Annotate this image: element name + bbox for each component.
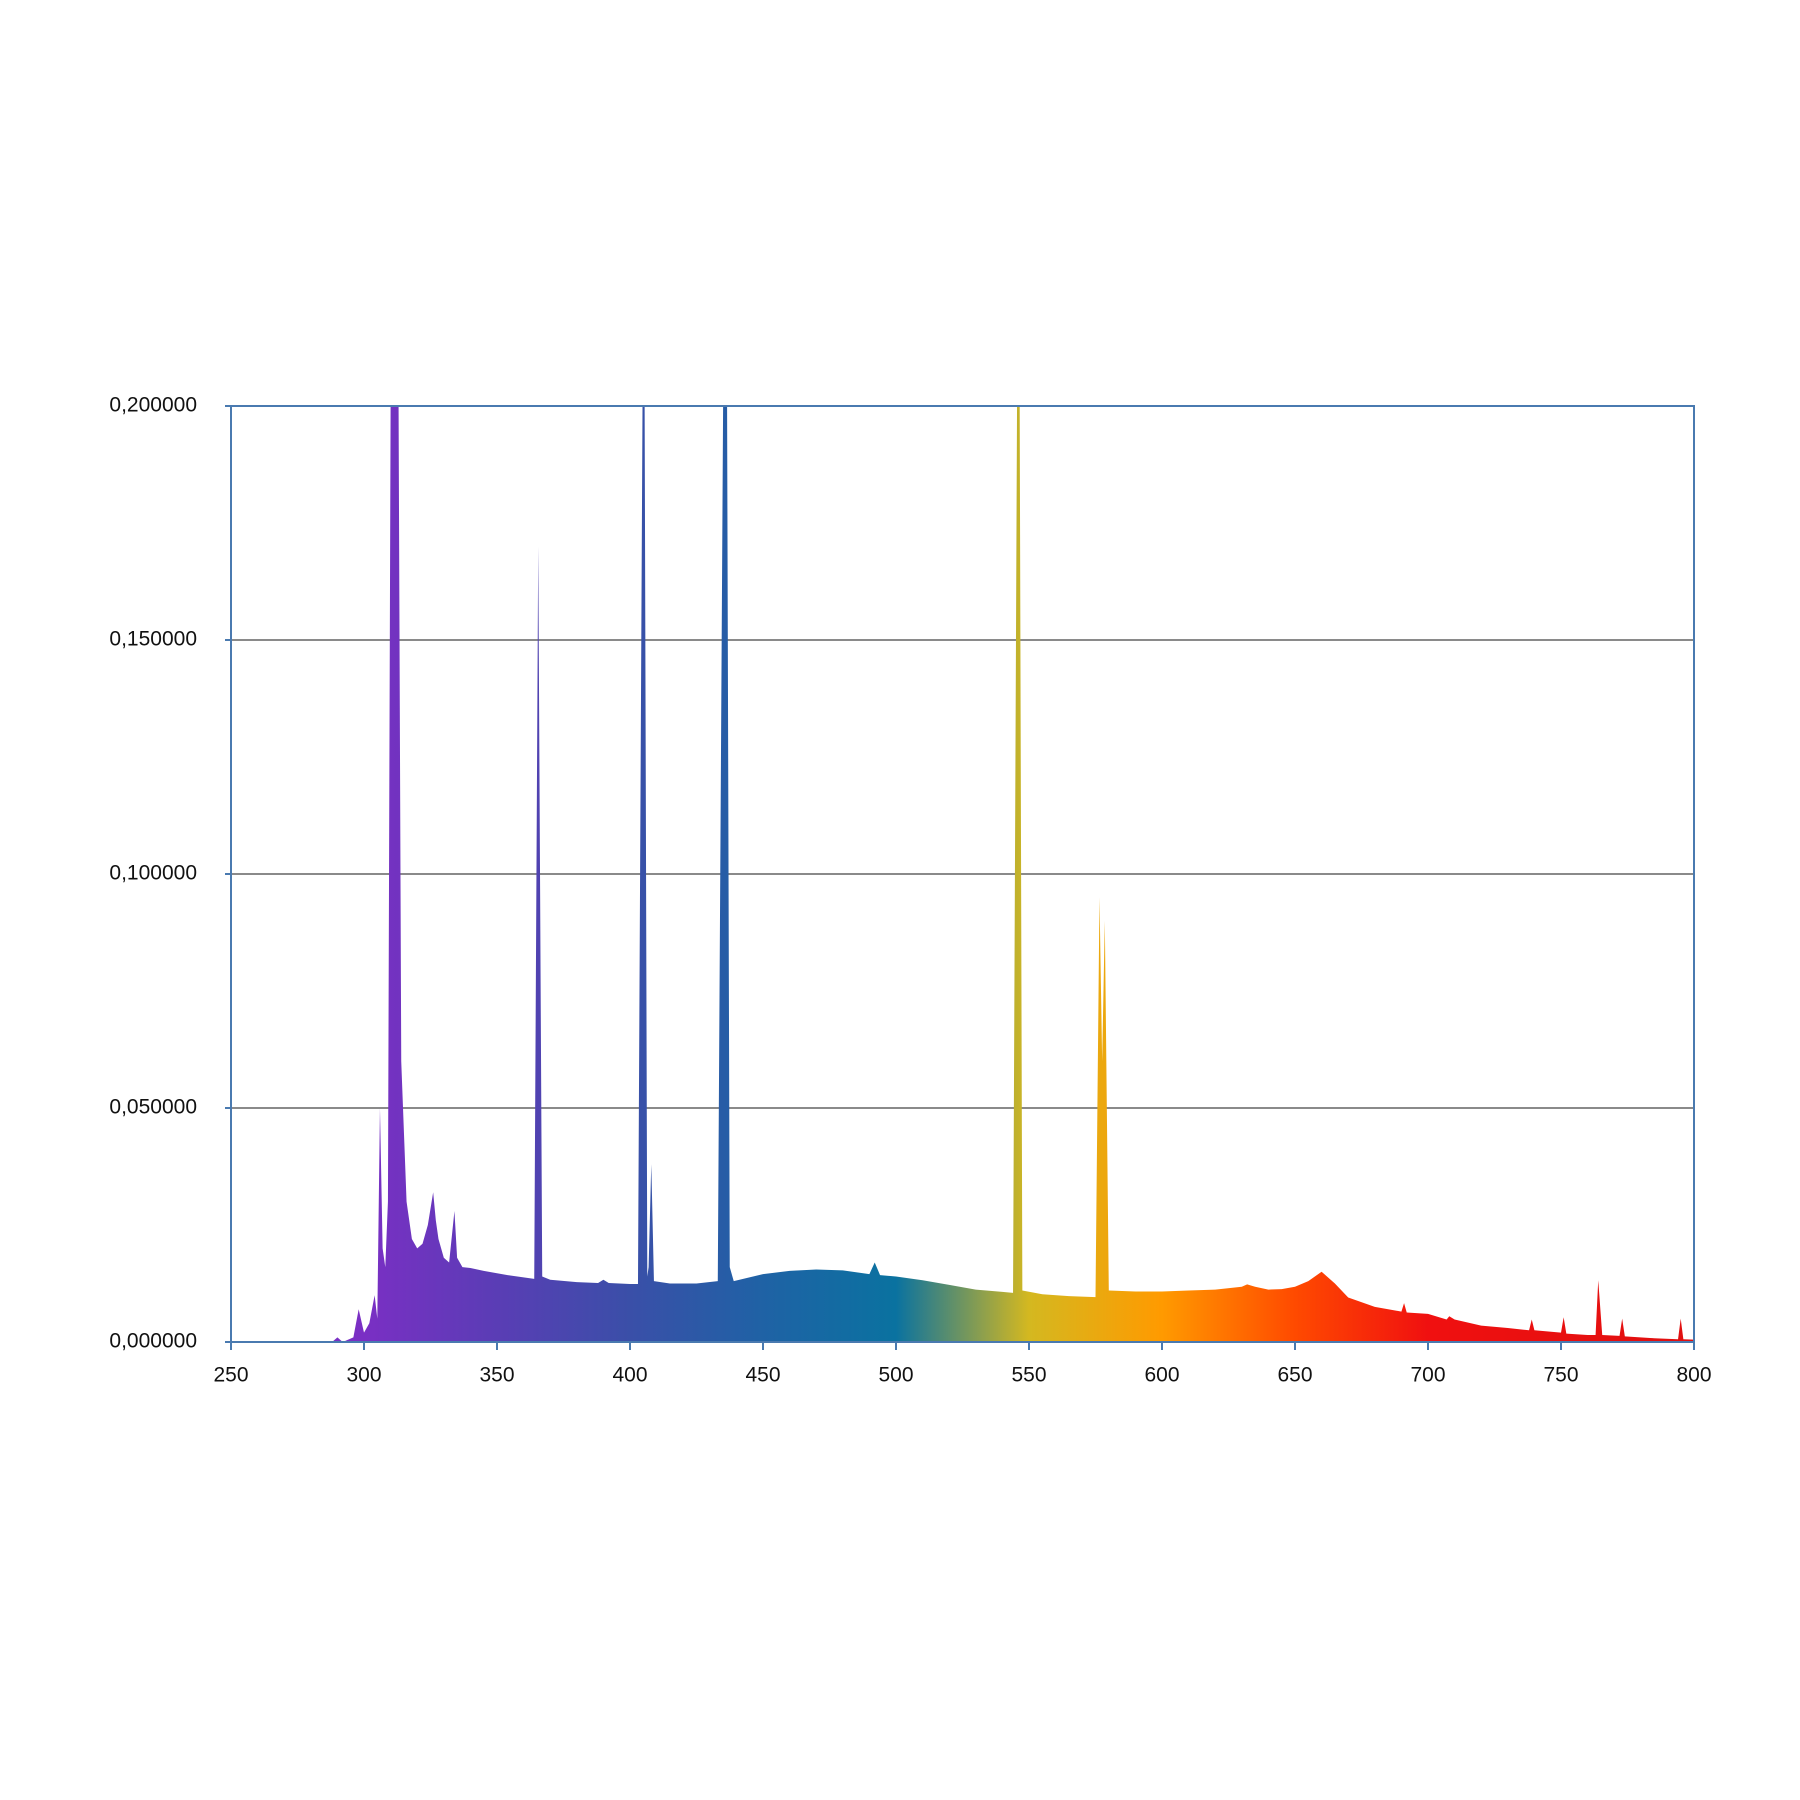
x-tick-label: 700 (1410, 1364, 1445, 1387)
x-tick-label: 550 (1011, 1364, 1046, 1387)
x-tick-label: 800 (1676, 1364, 1711, 1387)
x-tick-label: 600 (1144, 1364, 1179, 1387)
y-tick-label: 0,050000 (109, 1096, 197, 1119)
x-tick-label: 400 (612, 1364, 647, 1387)
x-tick-label: 250 (213, 1364, 248, 1387)
plot-frame (230, 405, 1695, 1343)
y-tick-label: 0,100000 (109, 862, 197, 885)
y-tick-label: 0,200000 (109, 394, 197, 417)
x-tick-label: 300 (346, 1364, 381, 1387)
x-tick-label: 500 (878, 1364, 913, 1387)
x-tick-label: 350 (479, 1364, 514, 1387)
y-tick-label: 0,150000 (109, 628, 197, 651)
x-tick-label: 450 (745, 1364, 780, 1387)
y-tick-label: 0,000000 (109, 1330, 197, 1353)
x-tick-label: 650 (1277, 1364, 1312, 1387)
x-tick-label: 750 (1543, 1364, 1578, 1387)
